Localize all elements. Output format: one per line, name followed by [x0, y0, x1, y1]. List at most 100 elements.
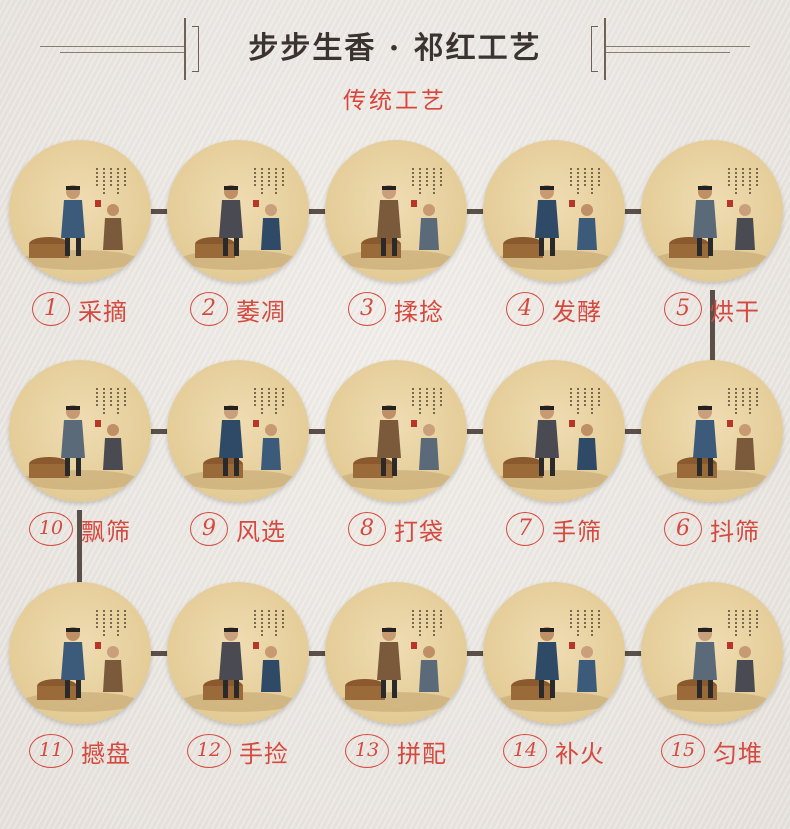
step-card-9: 9 风选 [163, 360, 313, 550]
ornament-line [605, 52, 730, 53]
step-label: 5 烘干 [637, 290, 787, 328]
step-number: 15 [661, 734, 705, 768]
step-number: 14 [503, 734, 547, 768]
step-card-14: 14 补火 [479, 582, 629, 772]
ornament-line [60, 52, 185, 53]
title-frame [184, 18, 606, 80]
step-illustration [641, 582, 783, 724]
step-name: 揉捻 [394, 297, 444, 326]
step-label: 10 飘筛 [5, 510, 155, 548]
ornament-line [40, 46, 185, 47]
step-illustration-art [496, 168, 612, 270]
step-number: 13 [345, 734, 389, 768]
step-illustration [641, 140, 783, 282]
step-card-5: 5 烘干 [637, 140, 787, 330]
step-number: 1 [32, 292, 70, 326]
step-card-12: 12 手捡 [163, 582, 313, 772]
step-illustration [9, 140, 151, 282]
step-card-13: 13 拼配 [321, 582, 471, 772]
step-number: 2 [190, 292, 228, 326]
step-number: 6 [664, 512, 702, 546]
step-card-6: 6 抖筛 [637, 360, 787, 550]
step-illustration-art [654, 168, 770, 270]
step-number: 5 [664, 292, 702, 326]
step-illustration [483, 360, 625, 502]
step-label: 11 撼盘 [5, 732, 155, 770]
step-illustration-art [338, 168, 454, 270]
page-subtitle: 传统工艺 [343, 88, 447, 114]
step-number: 8 [348, 512, 386, 546]
step-number: 9 [190, 512, 228, 546]
step-number: 10 [29, 512, 73, 546]
step-label: 8 打袋 [321, 510, 471, 548]
step-illustration-art [338, 388, 454, 490]
step-name: 手筛 [552, 517, 602, 546]
step-illustration [167, 582, 309, 724]
step-label: 7 手筛 [479, 510, 629, 548]
step-name: 烘干 [710, 297, 760, 326]
step-illustration-art [22, 388, 138, 490]
step-card-10: 10 飘筛 [5, 360, 155, 550]
step-label: 6 抖筛 [637, 510, 787, 548]
step-illustration [9, 360, 151, 502]
step-number: 11 [29, 734, 73, 768]
step-number: 4 [506, 292, 544, 326]
step-card-1: 1 采摘 [5, 140, 155, 330]
step-card-4: 4 发酵 [479, 140, 629, 330]
step-illustration [325, 140, 467, 282]
step-illustration-art [22, 168, 138, 270]
step-card-2: 2 萎凋 [163, 140, 313, 330]
step-name: 萎凋 [236, 297, 286, 326]
step-illustration-art [654, 388, 770, 490]
step-name: 匀堆 [713, 739, 763, 768]
connector-right-vertical [710, 290, 715, 370]
step-name: 飘筛 [81, 517, 131, 546]
step-name: 风选 [236, 517, 286, 546]
step-number: 3 [348, 292, 386, 326]
step-name: 手捡 [239, 739, 289, 768]
step-label: 15 匀堆 [637, 732, 787, 770]
step-number: 12 [187, 734, 231, 768]
step-name: 撼盘 [81, 739, 131, 768]
step-card-7: 7 手筛 [479, 360, 629, 550]
step-illustration-art [654, 610, 770, 712]
step-illustration-art [338, 610, 454, 712]
step-name: 打袋 [394, 517, 444, 546]
step-illustration [167, 360, 309, 502]
step-label: 2 萎凋 [163, 290, 313, 328]
step-card-3: 3 揉捻 [321, 140, 471, 330]
step-label: 9 风选 [163, 510, 313, 548]
step-illustration [9, 582, 151, 724]
step-illustration-art [496, 610, 612, 712]
step-label: 12 手捡 [163, 732, 313, 770]
step-card-11: 11 撼盘 [5, 582, 155, 772]
step-label: 3 揉捻 [321, 290, 471, 328]
step-label: 1 采摘 [5, 290, 155, 328]
step-label: 14 补火 [479, 732, 629, 770]
step-illustration-art [22, 610, 138, 712]
step-name: 抖筛 [710, 517, 760, 546]
header: 步步生香 · 祁红工艺 传统工艺 [0, 0, 790, 130]
step-label: 4 发酵 [479, 290, 629, 328]
step-card-8: 8 打袋 [321, 360, 471, 550]
step-illustration [483, 582, 625, 724]
step-name: 拼配 [397, 739, 447, 768]
step-name: 采摘 [78, 297, 128, 326]
step-card-15: 15 匀堆 [637, 582, 787, 772]
step-number: 7 [506, 512, 544, 546]
step-name: 发酵 [552, 297, 602, 326]
step-illustration [641, 360, 783, 502]
step-illustration [325, 582, 467, 724]
ornament-line [605, 46, 750, 47]
step-illustration-art [180, 168, 296, 270]
step-illustration [167, 140, 309, 282]
page-title: 步步生香 · 祁红工艺 [248, 31, 542, 66]
step-illustration-art [496, 388, 612, 490]
step-illustration [325, 360, 467, 502]
step-label: 13 拼配 [321, 732, 471, 770]
step-illustration-art [180, 610, 296, 712]
step-name: 补火 [555, 739, 605, 768]
connector-left-vertical [77, 510, 82, 590]
step-illustration [483, 140, 625, 282]
step-illustration-art [180, 388, 296, 490]
